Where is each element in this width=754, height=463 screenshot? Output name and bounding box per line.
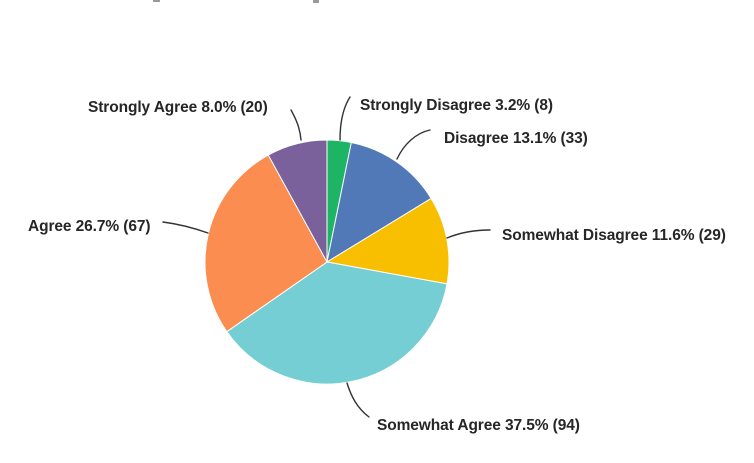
slice-label-agree: Agree 26.7% (67) (28, 218, 151, 235)
slice-label-somewhat-disagree: Somewhat Disagree 11.6% (29) (502, 227, 726, 244)
leader-line-strongly-agree (290, 109, 302, 141)
pie-slice-agree[interactable] (204, 154, 328, 333)
leader-line-agree (162, 221, 209, 234)
leader-line-disagree (396, 129, 431, 160)
clipped-text-fragment (313, 0, 319, 3)
leader-line-somewhat-disagree (446, 229, 491, 239)
clipped-text-fragment (153, 0, 160, 2)
leader-line-somewhat-agree (346, 382, 370, 418)
pie-slice-somewhat-agree[interactable] (226, 261, 448, 385)
pie-slices-group (204, 139, 450, 385)
pie-slice-somewhat-disagree[interactable] (325, 197, 450, 285)
leader-line-strongly-disagree (339, 96, 351, 141)
slice-label-disagree: Disagree 13.1% (33) (444, 130, 588, 147)
slice-label-somewhat-agree: Somewhat Agree 37.5% (94) (377, 417, 580, 434)
slice-label-strongly-disagree: Strongly Disagree 3.2% (8) (360, 97, 553, 114)
pie-slice-strongly-agree[interactable] (267, 139, 328, 263)
pie-slice-disagree[interactable] (326, 141, 432, 264)
slice-label-strongly-agree: Strongly Agree 8.0% (20) (88, 99, 268, 116)
leader-lines-group (162, 96, 491, 418)
